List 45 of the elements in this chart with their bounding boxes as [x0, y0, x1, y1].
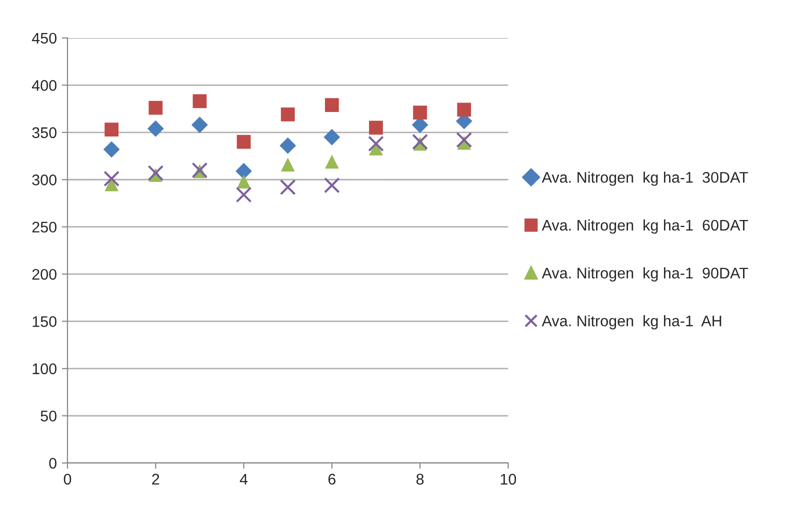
- point: [104, 122, 118, 137]
- y-tick-label: 50: [40, 410, 56, 422]
- point: [280, 108, 295, 122]
- y-tick-label: 450: [32, 32, 56, 44]
- y-tick-label: 100: [32, 363, 56, 374]
- point: [236, 174, 251, 188]
- x-tick-label: 2: [152, 474, 160, 484]
- point: [191, 116, 208, 134]
- point: [236, 134, 251, 149]
- point: [324, 177, 340, 194]
- point: [280, 179, 296, 196]
- legend-label: Ava. Nitrogen kg ha-1 90DAT: [542, 267, 748, 282]
- point: [413, 106, 427, 120]
- point: [236, 186, 252, 203]
- x-tick-label: 8: [416, 474, 424, 485]
- point: [457, 102, 472, 117]
- y-tick-label: 200: [32, 268, 56, 280]
- y-tick-label: 350: [32, 127, 56, 138]
- legend-label: Ava. Nitrogen kg ha-1 30DAT: [542, 172, 748, 186]
- point: [236, 162, 252, 180]
- point: [148, 100, 163, 115]
- y-tick-label: 0: [49, 458, 56, 469]
- legend-label: Ava. Nitrogen kg ha-1 60DAT: [542, 219, 748, 234]
- point: [104, 170, 120, 187]
- legend-label: Ava. Nitrogen kg ha-1 AH: [542, 315, 722, 330]
- point: [192, 94, 207, 108]
- x-tick-label: 0: [64, 474, 72, 485]
- point: [280, 137, 296, 154]
- x-tick-label: 10: [500, 474, 516, 485]
- y-tick-label: 250: [32, 222, 56, 233]
- x-tick-label: 6: [328, 474, 336, 485]
- x-tick-label: 4: [240, 474, 248, 484]
- point: [369, 120, 383, 135]
- point: [456, 132, 472, 148]
- point: [324, 128, 340, 146]
- point: [280, 158, 295, 172]
- y-tick-label: 150: [32, 316, 56, 327]
- y-tick-label: 400: [32, 80, 56, 91]
- point: [103, 141, 120, 158]
- point: [324, 154, 339, 169]
- point: [324, 98, 339, 112]
- point: [412, 134, 428, 150]
- point: [368, 136, 384, 152]
- point: [147, 120, 164, 137]
- y-tick-label: 300: [32, 174, 56, 186]
